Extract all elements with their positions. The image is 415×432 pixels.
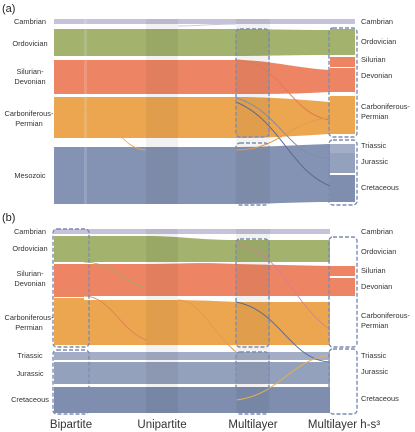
left-label-ordovician: Ordovician [12, 39, 47, 48]
right-label-permian: Permian [361, 321, 389, 330]
band-silurian-right [330, 266, 355, 276]
band-cretaceous [54, 387, 330, 413]
cross-flow [235, 354, 331, 401]
right-label-triassic: Triassic [361, 351, 386, 360]
right-label-ordovician: Ordovician [361, 247, 396, 256]
band-devonian-right [330, 278, 355, 296]
left-label-silurian: Silurian- [16, 67, 44, 76]
panel-a-bands [54, 19, 355, 204]
band-cambrian-right [330, 19, 355, 24]
band-mesozoic [54, 144, 330, 204]
column-shade [146, 19, 178, 204]
left-label-cambrian: Cambrian [14, 17, 46, 26]
right-label-jurassic: Jurassic [361, 367, 388, 376]
frame-multilayer-b-bottom [235, 351, 270, 415]
left-label-triassic: Triassic [17, 351, 42, 360]
x-label-multilayer-hs3: Multilayer h-s³ [308, 419, 380, 431]
cross-flow [83, 261, 147, 289]
cross-flow [235, 97, 331, 159]
right-label-cambrian: Cambrian [361, 227, 393, 236]
band-carboniferous-permian [54, 97, 330, 138]
frame-hs3-b-top [328, 236, 358, 348]
thin-stream [54, 298, 84, 300]
left-label-mesozoic: Mesozoic [14, 171, 46, 180]
left-label-devonian: Devonian [14, 77, 45, 86]
band-jurassic-right [330, 153, 355, 173]
x-label-unipartite: Unipartite [137, 419, 186, 431]
cross-flow [177, 299, 237, 353]
frame-multilayer-b-top [235, 238, 270, 348]
left-label-devonian: Devonian [14, 279, 45, 288]
right-label-silurian: Silurian [361, 55, 386, 64]
frame-multilayer-a-top [235, 28, 270, 138]
band-cambrian [54, 229, 330, 234]
frame-hs3-a-bottom [328, 139, 358, 206]
band-ordovician [54, 236, 330, 262]
band-ordovician-right [330, 29, 355, 55]
left-label-permian: Permian [15, 323, 43, 332]
cross-flow [235, 59, 331, 121]
cross-flow [235, 243, 331, 331]
band-carboniferous-permian [54, 300, 330, 345]
left-label-jurassic: Jurassic [16, 369, 43, 378]
band-devonian-right [330, 68, 355, 92]
band-triassic [54, 352, 330, 360]
frame-multilayer-a-bottom [235, 142, 270, 206]
column-shade [84, 19, 87, 204]
x-axis: Bipartite Unipartite Multilayer Multilay… [50, 419, 380, 431]
right-label-cretaceous: Cretaceous [361, 394, 399, 403]
panel-a: (a) [2, 3, 410, 206]
panel-a-label: (a) [2, 3, 15, 15]
right-label-cambrian: Cambrian [361, 17, 393, 26]
panel-b-bands [54, 229, 355, 413]
frame-hs3-a-top [328, 27, 358, 138]
cross-flow [83, 295, 147, 341]
right-label-devonian: Devonian [361, 282, 392, 291]
band-cretaceous-right [330, 175, 355, 202]
left-label-carboniferous: Carboniferous- [5, 109, 54, 118]
left-label-silurian: Silurian- [16, 269, 44, 278]
left-label-cretaceous: Cretaceous [11, 395, 49, 404]
band-silurian-devonian [54, 60, 330, 94]
right-label-triassic: Triassic [361, 141, 386, 150]
band-silurian-right [330, 57, 355, 67]
right-label-silurian: Silurian [361, 266, 386, 275]
left-label-carboniferous: Carboniferous- [5, 313, 54, 322]
right-label-devonian: Devonian [361, 71, 392, 80]
right-label-cretaceous: Cretaceous [361, 183, 399, 192]
band-triassic-right [330, 144, 355, 153]
band-silurian-devonian [54, 263, 330, 296]
frame-hs3-b-bottom [328, 348, 358, 415]
cross-flow [235, 101, 331, 187]
band-carbperm-right [330, 96, 355, 134]
cross-flow [235, 301, 331, 363]
band-ordovician [54, 29, 330, 56]
frame-bipartite-b-bottom [52, 349, 90, 415]
panel-b-label: (b) [2, 212, 15, 224]
x-label-multilayer: Multilayer [228, 419, 277, 431]
right-label-carboniferous: Carboniferous- [361, 311, 410, 320]
cross-flow [235, 117, 331, 151]
column-shade [146, 229, 178, 413]
right-label-ordovician: Ordovician [361, 37, 396, 46]
thin-stream [54, 294, 84, 297]
right-label-carboniferous: Carboniferous- [361, 102, 410, 111]
panel-b: (b) [2, 212, 410, 415]
frame-bipartite-b-top [52, 228, 90, 348]
band-jurassic [54, 362, 330, 384]
x-label-bipartite: Bipartite [50, 419, 92, 431]
left-label-ordovician: Ordovician [12, 244, 47, 253]
left-label-cambrian: Cambrian [14, 227, 46, 236]
left-label-permian: Permian [15, 119, 43, 128]
column-shade [236, 229, 270, 413]
band-cambrian [54, 19, 330, 24]
cross-flow [83, 109, 147, 151]
right-label-permian: Permian [361, 112, 389, 121]
right-label-jurassic: Jurassic [361, 157, 388, 166]
cross-flow [177, 23, 237, 27]
